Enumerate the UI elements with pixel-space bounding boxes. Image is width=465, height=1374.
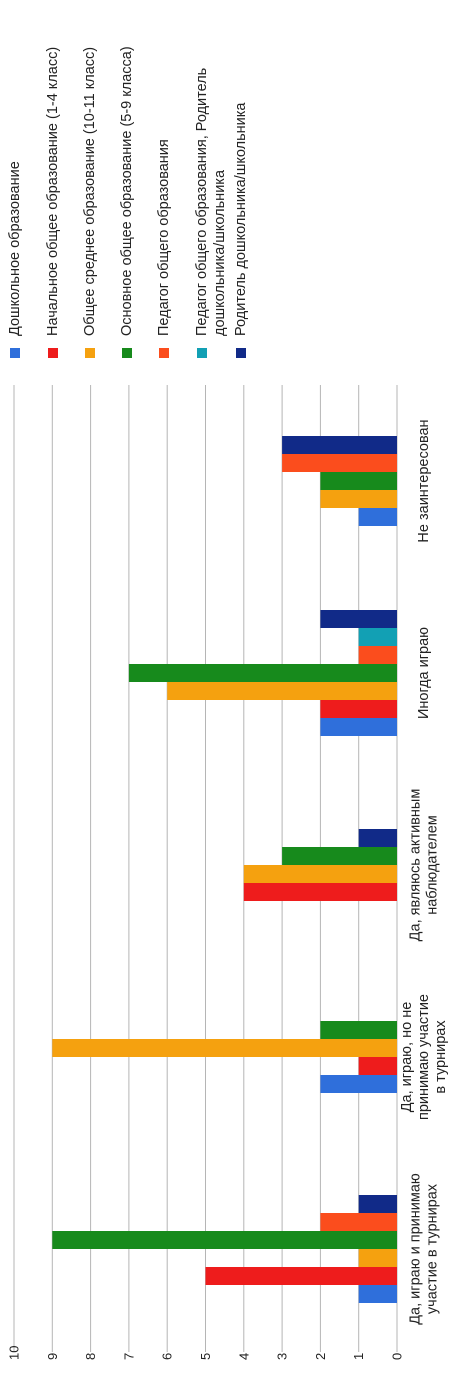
- legend-item: Общее среднее образование (10-11 класс): [82, 47, 98, 358]
- bar: [320, 610, 397, 628]
- bar: [205, 1267, 397, 1285]
- bar: [358, 1249, 397, 1267]
- legend-item: Основное общее образование (5-9 класса): [119, 46, 135, 358]
- y-tick-label: 3: [275, 1353, 290, 1360]
- category-label-line: в турнирах: [433, 1020, 449, 1094]
- y-tick-label: 9: [45, 1353, 60, 1360]
- bar: [320, 1075, 397, 1093]
- category-label: Да, являюсь активным наблюдателем: [408, 789, 441, 942]
- y-tick-label: 1: [351, 1353, 366, 1360]
- y-tick-label: 2: [313, 1353, 328, 1360]
- legend-item: Родитель дошкольника/школьника: [233, 102, 249, 358]
- y-tick-label: 8: [83, 1353, 98, 1360]
- y-tick-label: 7: [121, 1353, 136, 1360]
- legend-item: Педагог общего образования: [156, 139, 172, 358]
- category-label: Иногда играю: [416, 627, 432, 719]
- legend-label: Дошкольное образование: [7, 161, 23, 336]
- legend-label: Основное общее образование (5-9 класса): [119, 46, 135, 336]
- legend-label: Родитель дошкольника/школьника: [233, 102, 249, 336]
- bar: [358, 628, 397, 646]
- y-tick-label: 4: [236, 1353, 251, 1360]
- bar: [243, 865, 397, 883]
- bar: [320, 490, 397, 508]
- category-label-line: участие в турнирах: [425, 1183, 441, 1314]
- category-label-line: Иногда играю: [416, 627, 432, 719]
- y-tick-label: 10: [7, 1346, 22, 1360]
- bar: [358, 508, 397, 526]
- legend-swatch: [10, 348, 20, 358]
- category-labels: Да, играю и принимаю участие в турнирахДа…: [399, 419, 449, 1324]
- legend: Дошкольное образование Начальное общее об…: [7, 46, 249, 358]
- legend-item: Дошкольное образование: [7, 161, 23, 358]
- y-tick-label: 5: [198, 1353, 213, 1360]
- legend-swatch: [159, 348, 169, 358]
- legend-swatch: [236, 348, 246, 358]
- bar: [358, 646, 397, 664]
- bar: [358, 829, 397, 847]
- legend-swatch: [48, 348, 58, 358]
- bar: [320, 472, 397, 490]
- legend-swatch: [197, 348, 207, 358]
- bar: [320, 718, 397, 736]
- bar: [358, 1195, 397, 1213]
- bar: [282, 454, 397, 472]
- category-label-line: Да, являюсь активным: [408, 789, 424, 942]
- bar: [282, 436, 397, 454]
- legend-swatch: [85, 348, 95, 358]
- legend-label: Общее среднее образование (10-11 класс): [82, 47, 98, 336]
- category-label-line: наблюдателем: [425, 815, 441, 915]
- y-tick-label: 6: [160, 1353, 175, 1360]
- bar: [52, 1231, 398, 1249]
- legend-label: дошкольника/школьника: [212, 169, 228, 336]
- legend-item: Педагог общего образования, Родитель дошк…: [194, 68, 228, 358]
- y-tick-label: 0: [390, 1353, 405, 1360]
- bar: [167, 682, 397, 700]
- bar: [128, 664, 397, 682]
- category-label: Да, играю и принимаю участие в турнирах: [408, 1173, 441, 1325]
- legend-item: Начальное общее образование (1-4 класс): [45, 47, 61, 358]
- bar: [358, 1285, 397, 1303]
- category-label: Не заинтересован: [416, 419, 432, 542]
- category-label-line: принимаю участие: [416, 994, 432, 1120]
- bar: [52, 1039, 398, 1057]
- legend-label: Начальное общее образование (1-4 класс): [45, 47, 61, 336]
- bar: [320, 700, 397, 718]
- bar: [243, 883, 397, 901]
- category-label-line: Не заинтересован: [416, 419, 432, 542]
- legend-label: Педагог общего образования, Родитель: [194, 68, 210, 336]
- bar: [320, 1213, 397, 1231]
- bar: [282, 847, 397, 865]
- bar: [320, 1021, 397, 1039]
- category-label: Да, играю, но не принимаю участие в турнир…: [399, 994, 449, 1120]
- bar: [358, 1057, 397, 1075]
- category-label-line: Да, играю, но не: [399, 1002, 415, 1113]
- legend-swatch: [122, 348, 132, 358]
- category-label-line: Да, играю и принимаю: [408, 1173, 424, 1325]
- y-axis-ticks: 0 1 2 3 4 5 6 7 8 9 10: [7, 1346, 405, 1360]
- legend-label: Педагог общего образования: [156, 139, 172, 336]
- bars: [52, 436, 398, 1303]
